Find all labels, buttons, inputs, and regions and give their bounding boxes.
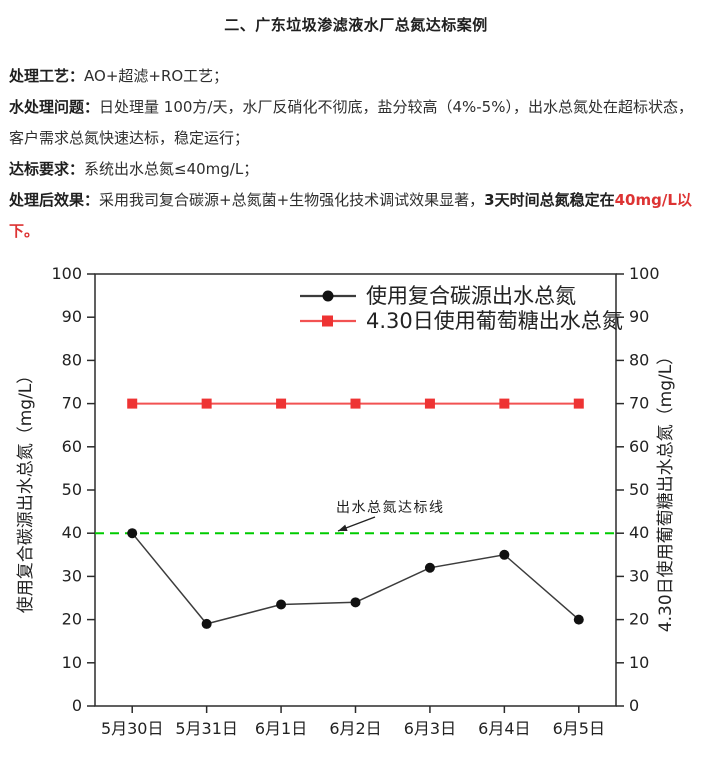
svg-text:30: 30 [629, 566, 649, 585]
paragraph-result-label: 处理后效果： [9, 191, 100, 209]
svg-text:60: 60 [629, 437, 649, 456]
svg-text:4.30日使用葡萄糖出水总氮: 4.30日使用葡萄糖出水总氮 [366, 309, 623, 333]
svg-text:5月30日: 5月30日 [101, 719, 164, 738]
paragraph-result-emphasis: 3天时间总氮稳定在 [484, 191, 615, 209]
total-nitrogen-chart: 0 0 10 10 20 20 30 30 40 40 50 50 60 60 70 70 80 80 90 90 10… [0, 255, 712, 759]
series-glucose [127, 398, 584, 409]
svg-text:90: 90 [629, 307, 649, 326]
svg-text:使用复合碳源出水总氮（mg/L）: 使用复合碳源出水总氮（mg/L） [15, 367, 36, 614]
svg-text:6月3日: 6月3日 [404, 719, 456, 738]
svg-text:60: 60 [62, 437, 82, 456]
svg-text:6月2日: 6月2日 [329, 719, 381, 738]
case-description: 处理工艺：AO+超滤+RO工艺； 水处理问题：日处理量 100方/天，水厂反硝化… [0, 35, 712, 247]
svg-text:10: 10 [62, 653, 82, 672]
page-title: 二、广东垃圾渗滤液水厂总氮达标案例 [224, 16, 488, 34]
svg-text:40: 40 [62, 523, 82, 542]
target-line: 出水总氮达标线 [95, 500, 616, 535]
svg-text:70: 70 [62, 394, 82, 413]
svg-text:100: 100 [51, 264, 82, 283]
svg-text:90: 90 [62, 307, 82, 326]
paragraph-problem-text: 日处理量 100方/天，水厂反硝化不彻底，盐分较高（4%-5%），出水总氮处在超… [9, 98, 693, 147]
paragraph-process: 处理工艺：AO+超滤+RO工艺； [9, 61, 703, 92]
svg-text:100: 100 [629, 264, 660, 283]
paragraph-result-text: 采用我司复合碳源+总氮菌+生物强化技术调试效果显著， [99, 191, 485, 209]
paragraph-requirement-label: 达标要求： [9, 160, 85, 178]
svg-text:30: 30 [62, 566, 82, 585]
paragraph-result: 处理后效果：采用我司复合碳源+总氮菌+生物强化技术调试效果显著，3天时间总氮稳定… [9, 185, 703, 247]
svg-text:使用复合碳源出水总氮: 使用复合碳源出水总氮 [366, 284, 576, 308]
svg-text:50: 50 [62, 480, 82, 499]
svg-text:6月1日: 6月1日 [255, 719, 307, 738]
svg-text:40: 40 [629, 523, 649, 542]
svg-text:20: 20 [629, 610, 649, 629]
svg-text:6月4日: 6月4日 [478, 719, 530, 738]
paragraph-requirement: 达标要求：系统出水总氮≤40mg/L； [9, 154, 703, 185]
series-carbon-source [127, 528, 584, 629]
paragraph-requirement-text: 系统出水总氮≤40mg/L； [84, 160, 259, 178]
svg-text:5月31日: 5月31日 [175, 719, 238, 738]
annotation-arrowhead [338, 524, 348, 531]
svg-text:6月5日: 6月5日 [553, 719, 605, 738]
chart-svg: 0 0 10 10 20 20 30 30 40 40 50 50 60 60 70 70 80 80 90 90 10… [15, 264, 676, 738]
svg-text:0: 0 [72, 696, 82, 715]
paragraph-problem: 水处理问题：日处理量 100方/天，水厂反硝化不彻底，盐分较高（4%-5%），出… [9, 92, 703, 154]
target-line-annotation: 出水总氮达标线 [336, 500, 445, 516]
svg-text:50: 50 [629, 480, 649, 499]
svg-text:10: 10 [629, 653, 649, 672]
svg-text:80: 80 [62, 350, 82, 369]
paragraph-problem-label: 水处理问题： [9, 98, 100, 116]
svg-text:20: 20 [62, 610, 82, 629]
paragraph-process-label: 处理工艺： [9, 67, 85, 85]
paragraph-process-text: AO+超滤+RO工艺； [84, 67, 229, 85]
svg-text:0: 0 [629, 696, 639, 715]
chart-axes: 0 0 10 10 20 20 30 30 40 40 50 50 60 60 70 70 80 80 90 90 10… [51, 264, 659, 738]
svg-text:4.30日使用葡萄糖出水总氮（mg/L）: 4.30日使用葡萄糖出水总氮（mg/L） [655, 348, 676, 632]
svg-text:70: 70 [629, 394, 649, 413]
svg-text:80: 80 [629, 350, 649, 369]
chart-axis-titles: 使用复合碳源出水总氮（mg/L） 4.30日使用葡萄糖出水总氮（mg/L） [15, 348, 676, 632]
paragraph-result-highlight: 40mg/L以下。 [9, 191, 692, 240]
